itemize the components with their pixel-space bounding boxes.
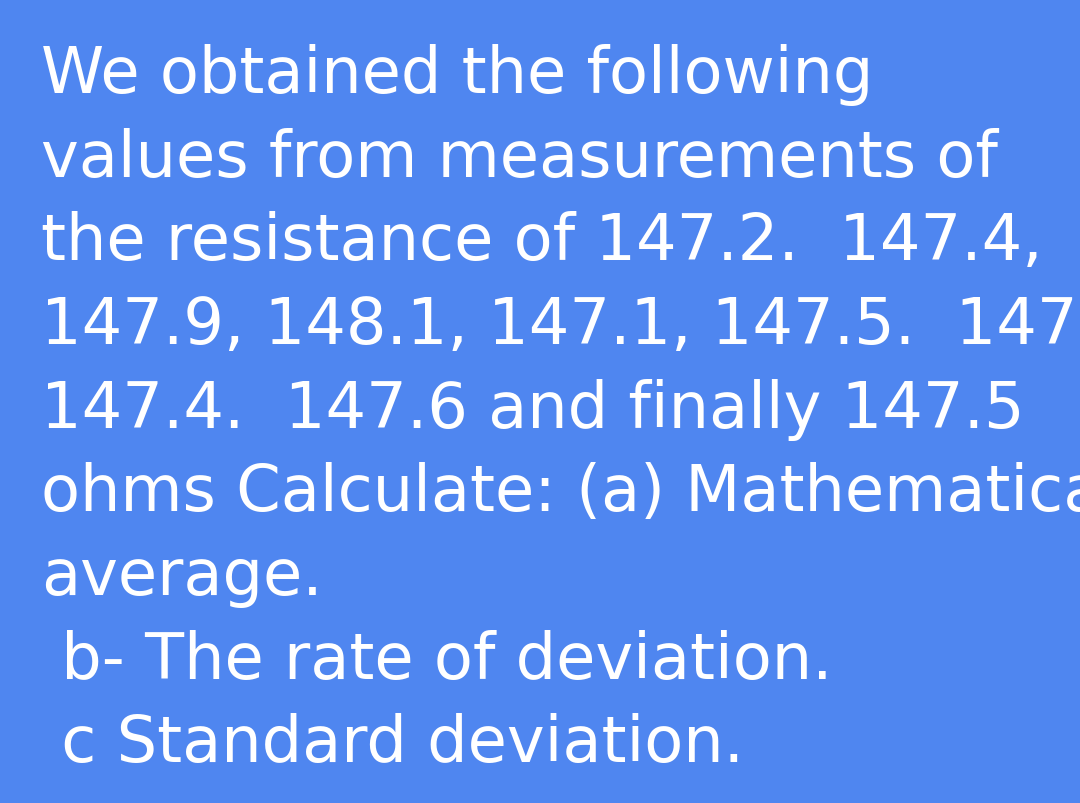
Text: ohms Calculate: (a) Mathematical: ohms Calculate: (a) Mathematical	[41, 462, 1080, 524]
Text: We obtained the following: We obtained the following	[41, 44, 874, 106]
Text: values from measurements of: values from measurements of	[41, 128, 998, 190]
Text: the resistance of 147.2.  147.4,: the resistance of 147.2. 147.4,	[41, 211, 1042, 273]
Text: c Standard deviation.: c Standard deviation.	[41, 712, 744, 774]
Text: b- The rate of deviation.: b- The rate of deviation.	[41, 629, 833, 691]
Text: 147.9, 148.1, 147.1, 147.5.  147.6,: 147.9, 148.1, 147.1, 147.5. 147.6,	[41, 295, 1080, 357]
Text: average.: average.	[41, 545, 323, 607]
Text: 147.4.  147.6 and finally 147.5: 147.4. 147.6 and finally 147.5	[41, 378, 1025, 440]
